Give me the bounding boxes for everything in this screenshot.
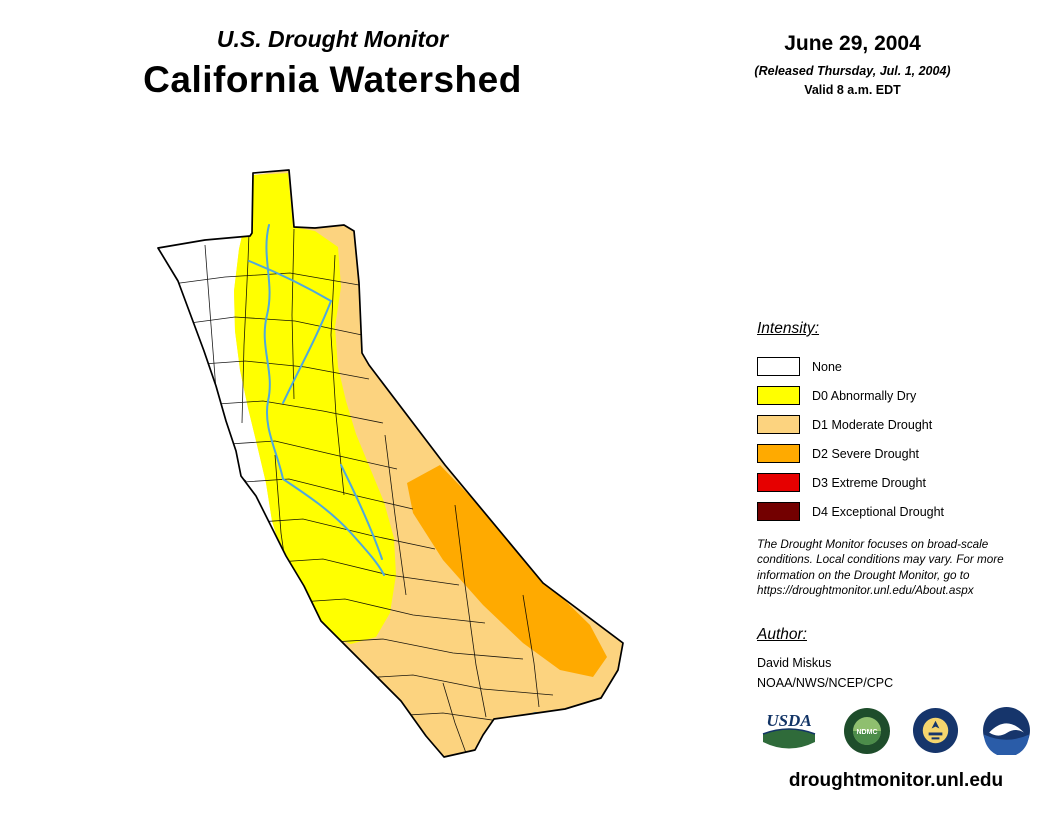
ndmc-logo-text: NDMC	[857, 729, 878, 736]
watershed-boundaries	[164, 176, 582, 754]
legend-title: Intensity:	[757, 320, 820, 337]
legend-items: None D0 Abnormally Dry D1 Moderate Droug…	[757, 352, 1056, 526]
legend-swatch-d0	[757, 386, 800, 405]
legend-swatch-d4	[757, 502, 800, 521]
legend-label-d4: D4 Exceptional Drought	[812, 504, 945, 519]
legend-item-d1: D1 Moderate Drought	[757, 410, 1056, 439]
region-title: California Watershed	[143, 59, 522, 100]
legend-label-d2: D2 Severe Drought	[812, 446, 920, 461]
agency-logos: USDA NDMC	[755, 705, 1040, 757]
california-watershed-map	[157, 169, 624, 758]
legend-swatch-none	[757, 357, 800, 376]
legend-swatch-d2	[757, 444, 800, 463]
noaa-logo	[983, 707, 1030, 755]
legend-label-none: None	[812, 359, 842, 374]
commerce-seal-icon	[912, 707, 959, 754]
state-outline	[157, 169, 624, 758]
kings-river	[340, 464, 383, 560]
report-title: U.S. Drought Monitor	[216, 26, 449, 52]
author-heading: Author:	[757, 626, 807, 643]
legend-label-d0: D0 Abnormally Dry	[812, 388, 917, 403]
header: U.S. Drought Monitor California Watershe…	[95, 26, 570, 101]
date-block: June 29, 2004 (Released Thursday, Jul. 1…	[710, 32, 995, 97]
disclaimer-text: The Drought Monitor focuses on broad-sca…	[757, 538, 1004, 598]
salton-sea	[529, 712, 547, 738]
author-organization: NOAA/NWS/NCEP/CPC	[757, 676, 894, 690]
site-url: droughtmonitor.unl.edu	[788, 770, 1004, 791]
ndmc-logo: NDMC	[844, 708, 890, 754]
legend-item-d0: D0 Abnormally Dry	[757, 381, 1056, 410]
legend-label-d3: D3 Extreme Drought	[812, 475, 926, 490]
legend-label-d1: D1 Moderate Drought	[812, 417, 933, 432]
legend-item-d2: D2 Severe Drought	[757, 439, 1056, 468]
author-name: David Miskus	[757, 656, 832, 670]
legend-item-none: None	[757, 352, 1056, 381]
legend-item-d3: D3 Extreme Drought	[757, 468, 1056, 497]
author-block: Author: David Miskus NOAA/NWS/NCEP/CPC	[757, 626, 1037, 690]
legend: Intensity: None D0 Abnormally Dry D1 Mod…	[757, 320, 1056, 526]
legend-item-d4: D4 Exceptional Drought	[757, 497, 1056, 526]
valid-time: Valid 8 a.m. EDT	[804, 83, 901, 97]
pit-river	[248, 260, 332, 302]
rivers	[248, 224, 385, 576]
usda-logo-text: USDA	[766, 711, 811, 730]
usda-logo: USDA	[762, 711, 816, 749]
feather-river	[282, 300, 332, 404]
san-joaquin-river	[282, 478, 385, 576]
legend-swatch-d1	[757, 415, 800, 434]
release-date: (Released Thursday, Jul. 1, 2004)	[754, 64, 951, 78]
legend-swatch-d3	[757, 473, 800, 492]
drought-region-d0	[234, 173, 396, 644]
map-date: June 29, 2004	[784, 32, 921, 55]
